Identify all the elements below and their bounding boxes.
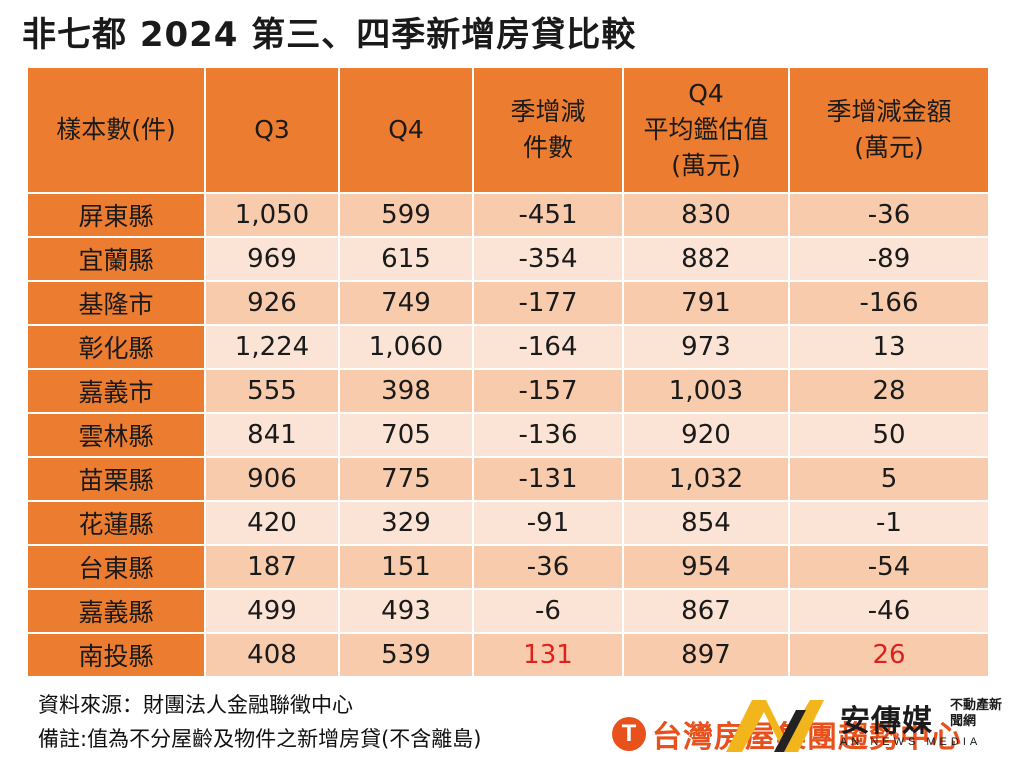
row-label: 雲林縣 <box>26 412 206 458</box>
source-note: 資料來源：財團法人金融聯徵中心 <box>38 693 353 717</box>
cell-q3: 408 <box>204 632 340 678</box>
cell-avg: 867 <box>622 588 790 634</box>
an-news-logo: 安傳媒 不動產新聞網 AN NEWS MEDIA <box>722 690 1012 760</box>
cell-q4: 775 <box>338 456 474 502</box>
cell-diff: -131 <box>472 456 624 502</box>
col-header-q3: Q3 <box>204 66 340 194</box>
cell-q4: 749 <box>338 280 474 326</box>
cell-diff: -157 <box>472 368 624 414</box>
row-label: 屏東縣 <box>26 192 206 238</box>
cell-diff: -451 <box>472 192 624 238</box>
cell-amount: 26 <box>788 632 990 678</box>
cell-amount: 28 <box>788 368 990 414</box>
cell-q3: 969 <box>204 236 340 282</box>
row-label: 嘉義市 <box>26 368 206 414</box>
table-row: 苗栗縣 906 775 -131 1,032 5 <box>26 456 990 502</box>
cell-q4: 398 <box>338 368 474 414</box>
table-row: 雲林縣 841 705 -136 920 50 <box>26 412 990 458</box>
an-news-mark-icon <box>726 700 824 752</box>
cell-avg: 897 <box>622 632 790 678</box>
col-header-avg: Q4 平均鑑估值 (萬元) <box>622 66 790 194</box>
cell-diff: -136 <box>472 412 624 458</box>
cell-q4: 1,060 <box>338 324 474 370</box>
table-row: 嘉義市 555 398 -157 1,003 28 <box>26 368 990 414</box>
row-label: 宜蘭縣 <box>26 236 206 282</box>
cell-q3: 906 <box>204 456 340 502</box>
table-row: 花蓮縣 420 329 -91 854 -1 <box>26 500 990 546</box>
cell-q3: 499 <box>204 588 340 634</box>
page-title: 非七都 2024 第三、四季新增房貸比較 <box>22 15 637 55</box>
cell-avg: 973 <box>622 324 790 370</box>
col-header-q4: Q4 <box>338 66 474 194</box>
table-row: 基隆市 926 749 -177 791 -166 <box>26 280 990 326</box>
cell-q4: 615 <box>338 236 474 282</box>
table-header-row: 樣本數(件) Q3 Q4 季增減 件數 Q4 平均鑑估值 (萬元) 季增減金額 … <box>26 66 990 194</box>
table-row: 屏東縣 1,050 599 -451 830 -36 <box>26 192 990 238</box>
table-row: 嘉義縣 499 493 -6 867 -46 <box>26 588 990 634</box>
cell-avg: 920 <box>622 412 790 458</box>
table-row: 南投縣 408 539 131 897 26 <box>26 632 990 678</box>
table-row: 彰化縣 1,224 1,060 -164 973 13 <box>26 324 990 370</box>
cell-amount: -1 <box>788 500 990 546</box>
cell-avg: 830 <box>622 192 790 238</box>
cell-q3: 1,050 <box>204 192 340 238</box>
cell-q4: 599 <box>338 192 474 238</box>
cell-q4: 329 <box>338 500 474 546</box>
logo2-sub: AN NEWS MEDIA <box>840 736 982 748</box>
cell-diff: -6 <box>472 588 624 634</box>
row-label: 南投縣 <box>26 632 206 678</box>
cell-amount: -36 <box>788 192 990 238</box>
cell-diff: -164 <box>472 324 624 370</box>
cell-q3: 926 <box>204 280 340 326</box>
cell-q3: 420 <box>204 500 340 546</box>
col-header-diff: 季增減 件數 <box>472 66 624 194</box>
footnotes: 資料來源：財團法人金融聯徵中心 備註:值為不分屋齡及物件之新增房貸(不含離島) <box>38 688 481 756</box>
row-label: 苗栗縣 <box>26 456 206 502</box>
cell-amount: 5 <box>788 456 990 502</box>
cell-avg: 954 <box>622 544 790 590</box>
row-label: 台東縣 <box>26 544 206 590</box>
table-row: 宜蘭縣 969 615 -354 882 -89 <box>26 236 990 282</box>
cell-avg: 1,032 <box>622 456 790 502</box>
cell-avg: 791 <box>622 280 790 326</box>
cell-amount: 50 <box>788 412 990 458</box>
cell-q3: 841 <box>204 412 340 458</box>
cell-amount: -54 <box>788 544 990 590</box>
cell-diff: 131 <box>472 632 624 678</box>
cell-q3: 187 <box>204 544 340 590</box>
cell-diff: -91 <box>472 500 624 546</box>
row-label: 嘉義縣 <box>26 588 206 634</box>
cell-q3: 555 <box>204 368 340 414</box>
t-logo-icon: T <box>612 717 646 751</box>
loan-comparison-table: 樣本數(件) Q3 Q4 季增減 件數 Q4 平均鑑估值 (萬元) 季增減金額 … <box>26 66 990 678</box>
cell-amount: -89 <box>788 236 990 282</box>
table-row: 台東縣 187 151 -36 954 -54 <box>26 544 990 590</box>
remark-note: 備註:值為不分屋齡及物件之新增房貸(不含離島) <box>38 727 482 751</box>
cell-avg: 854 <box>622 500 790 546</box>
cell-diff: -36 <box>472 544 624 590</box>
row-label: 基隆市 <box>26 280 206 326</box>
cell-q4: 705 <box>338 412 474 458</box>
logo2-tag: 不動產新聞網 <box>950 698 1003 729</box>
cell-diff: -354 <box>472 236 624 282</box>
cell-q4: 493 <box>338 588 474 634</box>
cell-amount: 13 <box>788 324 990 370</box>
col-header-amount: 季增減金額 (萬元) <box>788 66 990 194</box>
cell-q3: 1,224 <box>204 324 340 370</box>
logo2-name: 安傳媒 <box>840 704 933 739</box>
cell-avg: 1,003 <box>622 368 790 414</box>
cell-q4: 539 <box>338 632 474 678</box>
cell-avg: 882 <box>622 236 790 282</box>
col-header-sample: 樣本數(件) <box>26 66 206 194</box>
cell-diff: -177 <box>472 280 624 326</box>
cell-amount: -46 <box>788 588 990 634</box>
row-label: 彰化縣 <box>26 324 206 370</box>
cell-amount: -166 <box>788 280 990 326</box>
row-label: 花蓮縣 <box>26 500 206 546</box>
cell-q4: 151 <box>338 544 474 590</box>
